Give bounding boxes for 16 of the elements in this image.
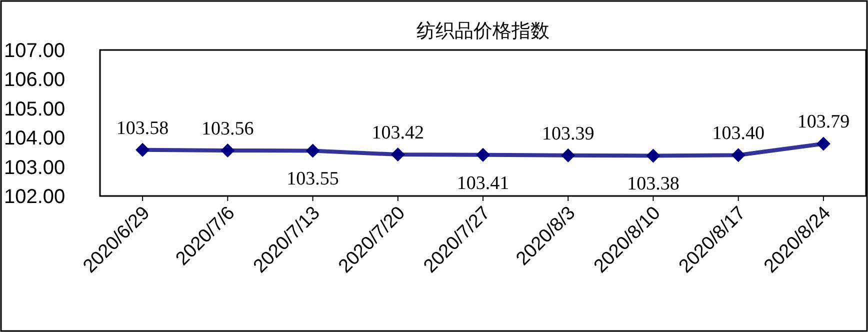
data-label: 103.58 xyxy=(116,118,169,139)
y-tick-label: 103.00 xyxy=(4,156,66,179)
data-label: 103.40 xyxy=(712,123,764,144)
data-label: 103.55 xyxy=(286,168,339,190)
data-label: 103.39 xyxy=(542,123,594,144)
data-label: 103.42 xyxy=(372,122,424,144)
data-label: 103.38 xyxy=(627,174,680,195)
y-tick-label: 105.00 xyxy=(4,98,66,120)
y-tick-label: 107.00 xyxy=(4,40,66,62)
data-label: 103.56 xyxy=(202,118,254,140)
y-tick-label: 102.00 xyxy=(4,186,66,208)
chart-title: 纺织品价格指数 xyxy=(416,21,550,42)
data-label: 103.79 xyxy=(797,112,850,133)
y-tick-label: 104.00 xyxy=(4,128,66,150)
y-tick-label: 106.00 xyxy=(4,69,66,92)
data-label: 103.41 xyxy=(456,172,510,194)
